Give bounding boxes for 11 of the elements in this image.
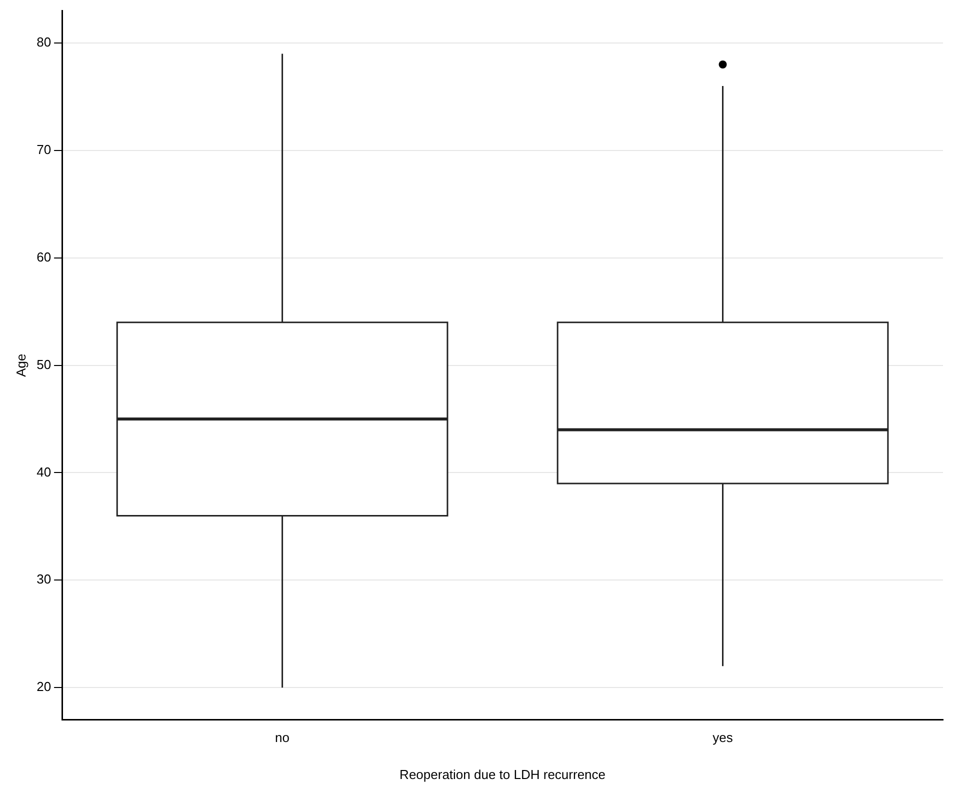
x-axis-title: Reoperation due to LDH recurrence [400,766,606,782]
y-tick-label: 70 [36,142,52,158]
y-tick-label: 40 [36,464,52,480]
y-axis-title: Age [13,354,28,377]
y-tick-label: 20 [36,679,52,694]
y-tick-label: 50 [36,356,52,372]
y-tick-label: 80 [36,34,52,50]
x-tick-label: no [275,730,290,746]
y-tick-label: 30 [36,572,52,587]
x-tick-label: yes [712,730,734,746]
y-tick-label: 60 [36,249,52,264]
